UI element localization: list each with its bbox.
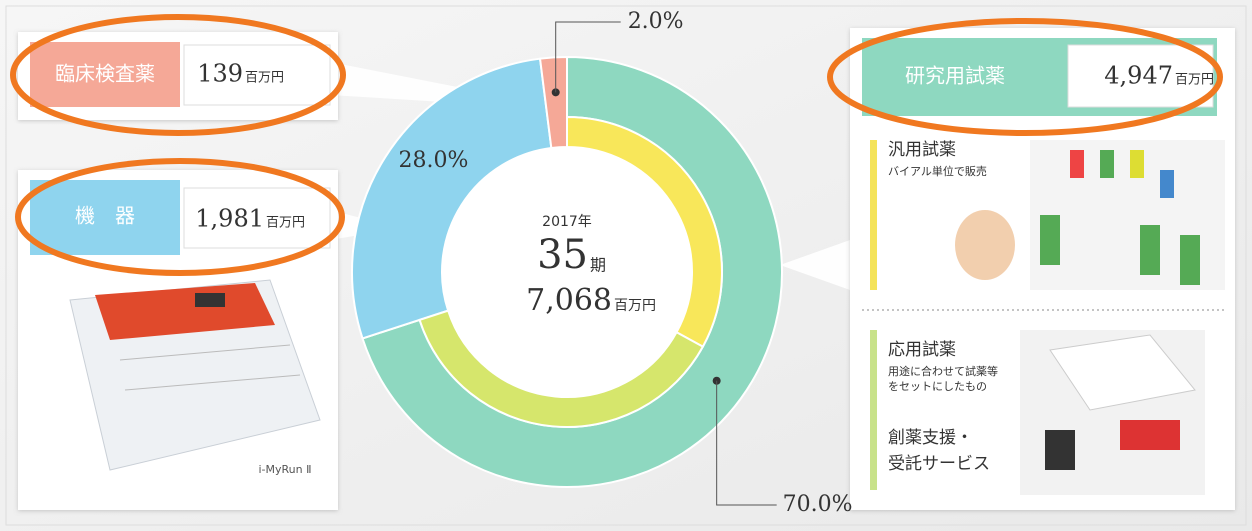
center-period-suffix: 期 xyxy=(590,256,606,275)
section-title: 受託サービス xyxy=(888,454,990,474)
category-label: 臨床検査薬 xyxy=(55,62,155,86)
center-total-unit: 百万円 xyxy=(614,298,656,314)
center-total: 7,068 xyxy=(526,283,612,318)
amount: 4,947 xyxy=(1104,62,1173,90)
section-bar xyxy=(870,140,877,290)
amount: 1,981 xyxy=(195,205,264,233)
value-label: 28.0% xyxy=(399,148,469,173)
section-desc: をセットにしたもの xyxy=(888,380,987,393)
section-desc: 用途に合わせて試薬等 xyxy=(888,364,998,378)
amount-unit: 百万円 xyxy=(266,216,305,231)
section-desc: バイアル単位で販売 xyxy=(888,164,987,178)
value-label: 70.0% xyxy=(783,492,853,517)
kit-image xyxy=(1020,330,1205,495)
amount-unit: 百万円 xyxy=(245,71,284,86)
category-label: 機 器 xyxy=(75,204,135,228)
product-caption: i-MyRun Ⅱ xyxy=(258,463,311,476)
section-title: 応用試薬 xyxy=(888,340,956,360)
section-bar xyxy=(870,330,877,490)
section-title: 創薬支援・ xyxy=(888,428,973,448)
section-title: 汎用試薬 xyxy=(888,140,956,160)
category-label: 研究用試薬 xyxy=(905,64,1005,88)
amount: 139 xyxy=(197,60,243,88)
infographic: 臨床検査薬 139 百万円 機 器 1,981 百万円 i-MyRun Ⅱ 研究… xyxy=(0,0,1252,531)
center-year: 2017年 xyxy=(542,214,592,230)
value-label: 2.0% xyxy=(628,9,684,34)
center-period: 35 xyxy=(537,232,588,278)
amount-unit: 百万円 xyxy=(1175,73,1214,88)
